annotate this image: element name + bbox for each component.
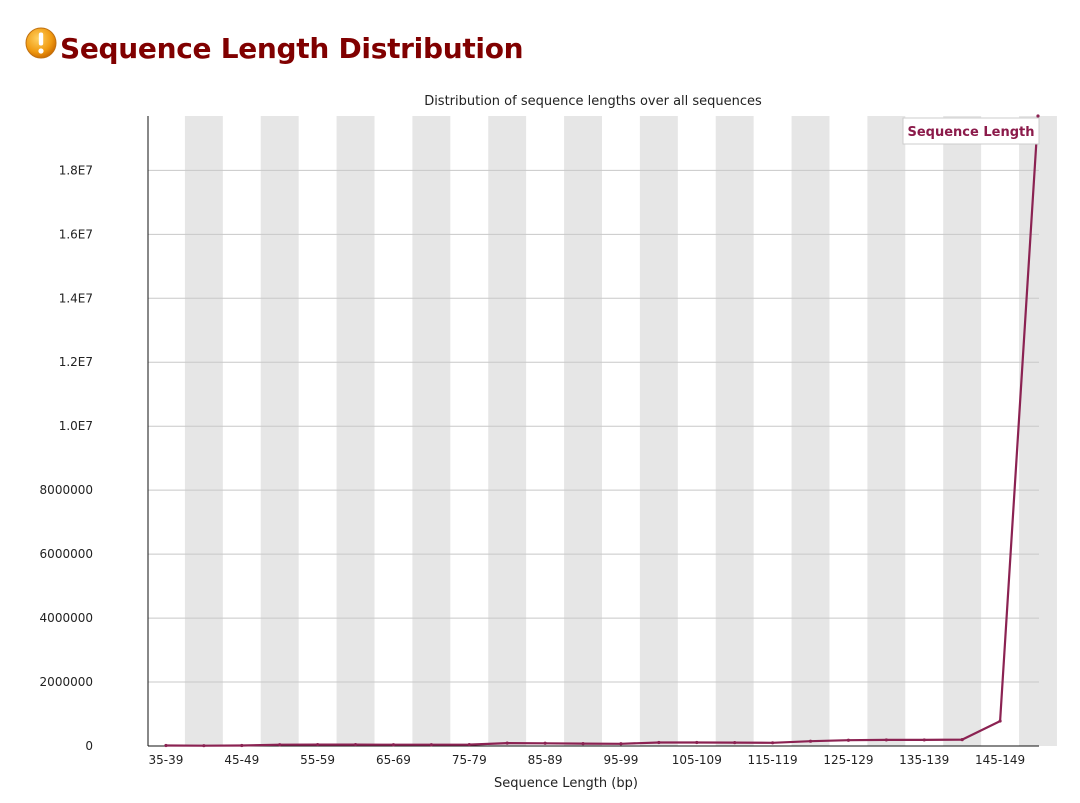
data-point-145-149 <box>998 719 1002 723</box>
series-layer <box>164 114 1040 748</box>
y-tick-labels: 0 2000000 4000000 6000000 8000000 1.0E7 1.2E7 1… <box>40 163 93 753</box>
data-point-110-114 <box>733 741 737 745</box>
x-axis-label: Sequence Length (bp) <box>494 776 638 791</box>
data-point-100-104 <box>657 740 661 745</box>
band-80-84 <box>488 116 527 746</box>
y-tick-6000000: 6000000 <box>40 547 93 561</box>
data-point-60-64 <box>353 742 358 747</box>
band-90-94 <box>564 116 602 746</box>
data-point-40-44 <box>202 744 206 748</box>
y-tick-0: 0 <box>85 739 93 753</box>
band-110-114 <box>715 116 754 746</box>
data-point-135-139 <box>922 738 926 742</box>
sequence-length-chart: 0 2000000 4000000 6000000 8000000 1.0E7 1.2E7 1… <box>40 94 1057 791</box>
y-tick-4000000: 4000000 <box>40 611 93 625</box>
y-tick-1.4E7: 1.4E7 <box>59 291 93 305</box>
x-tick-105-109: 105-109 <box>672 753 722 767</box>
x-tick-labels: 35-39 45-49 55-59 65-69 75-79 85-89 95-99 105-1… <box>149 753 1026 767</box>
data-point-50-54 <box>278 743 282 747</box>
gridlines <box>148 169 1039 683</box>
data-point-45-49 <box>240 743 244 748</box>
section-header: Sequence Length Distribution <box>24 26 524 70</box>
data-point-125-129 <box>846 738 851 742</box>
y-tick-8000000: 8000000 <box>40 483 93 497</box>
x-tick-125-129: 125-129 <box>823 753 873 767</box>
band-120-124 <box>791 116 830 746</box>
x-tick-145-149: 145-149 <box>975 753 1025 767</box>
y-tick-2000000: 2000000 <box>40 675 93 689</box>
data-point-105-109 <box>695 740 699 745</box>
data-point-115-119 <box>770 741 775 745</box>
data-point-80-84 <box>505 741 509 745</box>
y-tick-1.2E7: 1.2E7 <box>59 355 93 369</box>
legend-box <box>902 117 1040 145</box>
data-point-130-134 <box>884 738 888 742</box>
warning-icon <box>25 27 57 59</box>
x-tick-115-119: 115-119 <box>748 753 798 767</box>
data-point-95-99 <box>619 742 623 746</box>
data-point-85-89 <box>543 741 547 745</box>
band-100-104 <box>639 116 678 746</box>
x-tick-55-59: 55-59 <box>300 753 335 767</box>
data-point-140-144 <box>960 738 964 742</box>
y-tick-1.6E7: 1.6E7 <box>59 227 93 241</box>
data-point-55-59 <box>316 742 320 747</box>
axes <box>147 116 1039 747</box>
series-line-0 <box>165 115 1040 747</box>
y-tick-1.0E7: 1.0E7 <box>59 419 93 433</box>
x-tick-35-39: 35-39 <box>149 753 184 767</box>
chart-title: Distribution of sequence lengths over al… <box>424 94 762 109</box>
band-60-64 <box>336 116 375 746</box>
data-point-90-94 <box>581 742 585 746</box>
band-150-151 <box>1019 116 1057 746</box>
x-tick-45-49: 45-49 <box>224 753 259 767</box>
data-point-70-74 <box>429 743 433 747</box>
legend-label: Sequence Length <box>908 125 1035 140</box>
band-140-144 <box>943 116 982 746</box>
y-tick-1.8E7: 1.8E7 <box>59 163 93 177</box>
x-tick-95-99: 95-99 <box>603 753 638 767</box>
page-title: Sequence Length Distribution <box>60 31 524 65</box>
alternating-bands <box>184 116 1057 746</box>
x-tick-65-69: 65-69 <box>376 753 411 767</box>
data-point-150-151 <box>1036 114 1040 118</box>
band-70-74 <box>412 116 451 746</box>
x-tick-85-89: 85-89 <box>528 753 563 767</box>
band-130-134 <box>867 116 906 746</box>
x-tick-135-139: 135-139 <box>899 753 949 767</box>
legend: Sequence Length <box>902 117 1040 145</box>
band-50-54 <box>260 116 299 746</box>
data-point-75-79 <box>467 742 471 747</box>
band-40-44 <box>184 116 223 746</box>
data-point-120-124 <box>808 739 813 743</box>
x-tick-75-79: 75-79 <box>452 753 487 767</box>
data-point-35-39 <box>164 743 168 748</box>
data-point-65-69 <box>391 743 396 747</box>
